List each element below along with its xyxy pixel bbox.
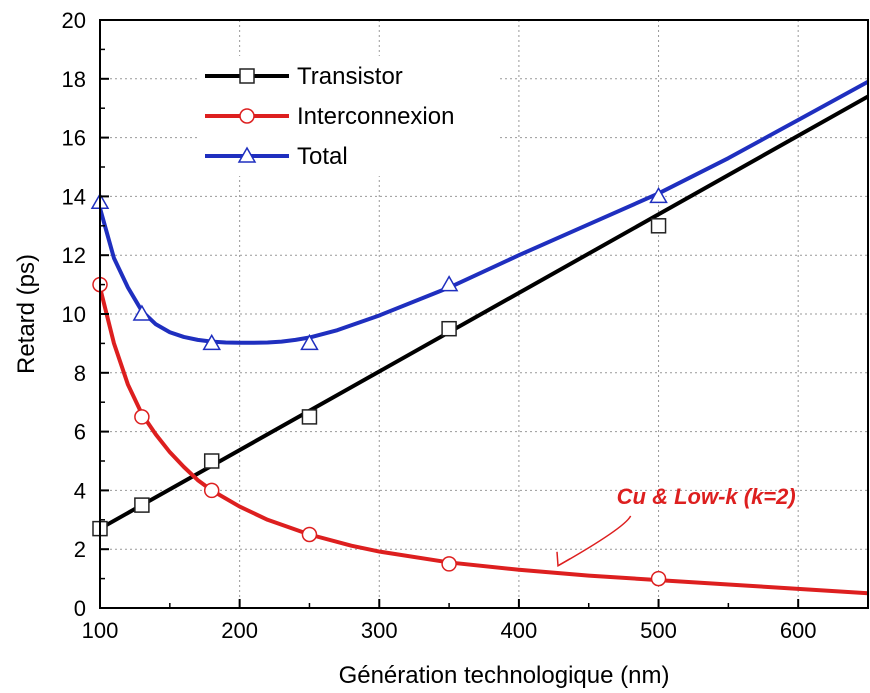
x-tick-label: 500 (640, 618, 677, 643)
data-point-interconnexion (203, 482, 220, 499)
data-point-total (649, 186, 668, 204)
x-axis-title: Génération technologique (nm) (339, 662, 670, 689)
y-tick-label: 10 (62, 302, 86, 327)
annotation-text: Cu & Low-k (k=2) (617, 484, 796, 509)
data-point-transistor (301, 409, 318, 425)
x-tick-label: 200 (221, 618, 258, 643)
axis-ticks (99, 19, 800, 609)
y-tick-label: 4 (74, 478, 86, 503)
grid (100, 20, 868, 608)
legend-label-transistor: Transistor (297, 63, 403, 90)
x-tick-label: 400 (501, 618, 538, 643)
data-point-interconnexion (441, 556, 457, 572)
x-tick-label: 300 (361, 618, 398, 643)
data-point-total (132, 304, 152, 321)
data-point-interconnexion (650, 570, 667, 587)
y-tick-label: 18 (62, 67, 86, 92)
data-point-total (202, 333, 222, 351)
y-tick-label: 2 (74, 537, 86, 562)
legend-marker-interconnexion (239, 108, 255, 124)
legend-marker-total (237, 146, 257, 163)
y-tick-label: 16 (62, 126, 86, 151)
data-point-transistor (441, 320, 457, 337)
legend: Transistor Interconnexion Total (200, 56, 500, 176)
data-point-interconnexion (134, 409, 150, 425)
y-tick-label: 0 (74, 596, 86, 621)
data-point-transistor (650, 218, 667, 234)
series-markers (90, 186, 668, 587)
x-tick-label: 600 (780, 618, 817, 643)
legend-label-interconnexion: Interconnexion (297, 103, 454, 130)
x-tick-label: 100 (82, 618, 119, 643)
series-line-interconnexion (100, 285, 868, 596)
y-tick-label: 8 (74, 361, 86, 386)
y-tick-label: 14 (62, 184, 86, 209)
data-point-transistor (134, 497, 150, 513)
y-axis-title: Retard (ps) (13, 254, 40, 374)
annotation: Cu & Low-k (k=2) (556, 484, 796, 568)
data-point-total (439, 275, 459, 292)
legend-marker-transistor (239, 68, 255, 84)
tick-labels: 100 200 300 400 500 600 0 2 4 6 8 10 12 14 16 18 20 (62, 8, 817, 643)
data-point-interconnexion (301, 526, 318, 543)
data-point-transistor (203, 453, 220, 469)
y-tick-label: 12 (62, 243, 86, 268)
data-point-total (300, 333, 319, 351)
series-line-transistor (100, 94, 868, 531)
series-line-total (100, 79, 868, 345)
y-tick-label: 20 (62, 8, 86, 33)
annotation-arrow (557, 515, 632, 567)
legend-label-total: Total (297, 143, 348, 170)
annotation-arrowhead (556, 551, 571, 568)
y-tick-label: 6 (74, 420, 86, 445)
